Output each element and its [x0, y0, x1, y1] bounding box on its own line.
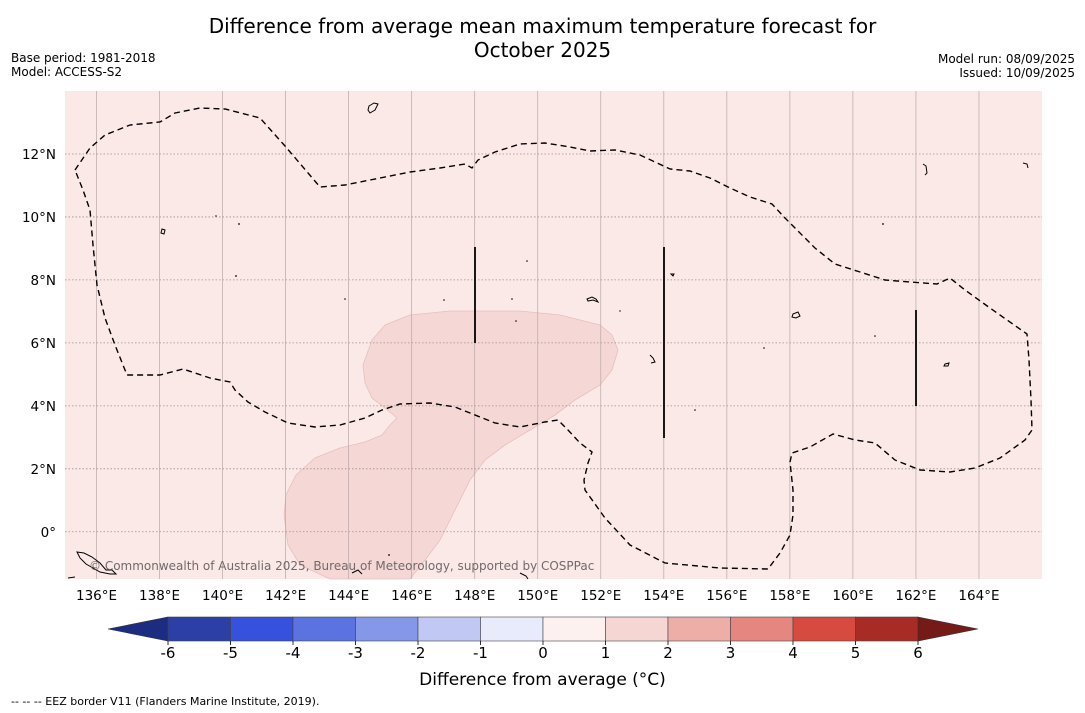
- island: [791, 311, 801, 319]
- islet: [511, 298, 513, 300]
- islet: [619, 310, 621, 312]
- colorbar-tick-label: 2: [663, 644, 673, 662]
- islet: [443, 299, 445, 301]
- meta-right: Model run: 08/09/2025 Issued: 10/09/2025: [938, 52, 1075, 80]
- islet: [763, 347, 765, 349]
- base-period: Base period: 1981-2018: [11, 51, 156, 65]
- lat-tick-label: 12°N: [22, 147, 56, 163]
- meta-left: Base period: 1981-2018 Model: ACCESS-S2: [11, 51, 156, 79]
- island: [943, 362, 950, 367]
- title-line-1: Difference from average mean maximum tem…: [208, 14, 877, 38]
- lon-tick-label: 156°E: [706, 588, 747, 604]
- islet: [235, 275, 237, 277]
- islet: [344, 298, 346, 300]
- latitude-labels: 0° 2°N 4°N 6°N 8°N 10°N 12°N: [22, 147, 56, 541]
- colorbar-tick-label: 5: [851, 644, 861, 662]
- colorbar-bin: [167, 616, 231, 642]
- lon-tick-label: 140°E: [202, 588, 243, 604]
- colorbar-bin: [605, 616, 669, 642]
- lon-tick-label: 164°E: [958, 588, 999, 604]
- islet: [526, 260, 528, 262]
- lat-tick-label: 8°N: [31, 273, 56, 289]
- islet: [694, 409, 696, 411]
- model-name: Model: ACCESS-S2: [11, 65, 123, 79]
- colorbar-tick-label: -1: [473, 644, 488, 662]
- lon-tick-label: 138°E: [139, 588, 180, 604]
- lon-tick-label: 152°E: [580, 588, 621, 604]
- lon-tick-label: 162°E: [895, 588, 936, 604]
- title-line-2: October 2025: [473, 38, 612, 62]
- colorbar-tick-label: 0: [538, 644, 548, 662]
- islets: [215, 215, 884, 556]
- colorbar-tick-label: -3: [348, 644, 363, 662]
- colorbar-tick-label: 3: [726, 644, 736, 662]
- lon-tick-label: 148°E: [454, 588, 495, 604]
- island: [160, 228, 166, 235]
- colorbar-bin: [292, 616, 356, 642]
- colorbar-over-arrow: [917, 616, 979, 642]
- island: [367, 102, 379, 114]
- lat-tick-label: 2°N: [31, 462, 56, 478]
- island: [669, 273, 675, 277]
- island: [519, 572, 529, 580]
- lon-tick-label: 160°E: [832, 588, 873, 604]
- lat-tick-label: 10°N: [22, 210, 56, 226]
- island: [67, 576, 76, 579]
- copyright-text: © Commonwealth of Australia 2025, Bureau…: [89, 559, 594, 573]
- island: [351, 569, 363, 575]
- eez-legend-note: -- -- -- EEZ border V11 (Flanders Marine…: [11, 695, 320, 708]
- colorbar-tick-label: 6: [913, 644, 923, 662]
- lat-tick-label: 6°N: [31, 336, 56, 352]
- islands: [67, 102, 1029, 580]
- anomaly-region-1-2c: [283, 310, 619, 580]
- colorbar-tick-labels: -6 -5 -4 -3 -2 -1 0 1 2 3 4 5 6: [161, 641, 923, 662]
- colorbar-tick-label: 4: [788, 644, 798, 662]
- colorbar-tick-label: -2: [411, 644, 426, 662]
- colorbar-tick-label: 1: [601, 644, 611, 662]
- islet: [874, 335, 876, 337]
- islet: [388, 554, 390, 556]
- lon-tick-label: 136°E: [76, 588, 117, 604]
- lon-tick-label: 154°E: [643, 588, 684, 604]
- colorbar-bin: [480, 616, 544, 642]
- lon-tick-label: 146°E: [391, 588, 432, 604]
- lat-tick-label: 4°N: [31, 399, 56, 415]
- colorbar-bin: [542, 616, 606, 642]
- colorbar-under-arrow: [107, 616, 169, 642]
- lon-tick-label: 144°E: [328, 588, 369, 604]
- island: [922, 163, 928, 176]
- lon-tick-label: 142°E: [265, 588, 306, 604]
- issued-date: Issued: 10/09/2025: [959, 66, 1075, 80]
- colorbar-bin: [792, 616, 856, 642]
- model-run: Model run: 08/09/2025: [937, 52, 1075, 66]
- colorbar-bin: [667, 616, 731, 642]
- island: [76, 551, 118, 575]
- colorbar-bin: [355, 616, 419, 642]
- colorbar-bin: [230, 616, 294, 642]
- colorbar-title: Difference from average (°C): [419, 670, 666, 690]
- lon-tick-label: 150°E: [517, 588, 558, 604]
- colorbar-bin: [855, 616, 919, 642]
- islet: [215, 215, 217, 217]
- colorbar: [107, 616, 979, 642]
- islet: [515, 320, 517, 322]
- colorbar-tick-label: -5: [223, 644, 238, 662]
- colorbar-bin: [730, 616, 794, 642]
- colorbar-bin: [417, 616, 481, 642]
- islet: [882, 223, 884, 225]
- lon-tick-label: 158°E: [769, 588, 810, 604]
- island: [649, 354, 656, 364]
- island: [586, 296, 600, 304]
- map-title: Difference from average mean maximum tem…: [0, 14, 1085, 62]
- colorbar-tick-label: -4: [286, 644, 301, 662]
- colorbar-tick-label: -6: [161, 644, 176, 662]
- island: [1022, 162, 1029, 169]
- longitude-labels: 136°E 138°E 140°E 142°E 144°E 146°E 148°E 150°E…: [76, 588, 1000, 604]
- eez-border: [74, 107, 1033, 570]
- lat-tick-label: 0°: [41, 525, 56, 541]
- islet: [238, 223, 240, 225]
